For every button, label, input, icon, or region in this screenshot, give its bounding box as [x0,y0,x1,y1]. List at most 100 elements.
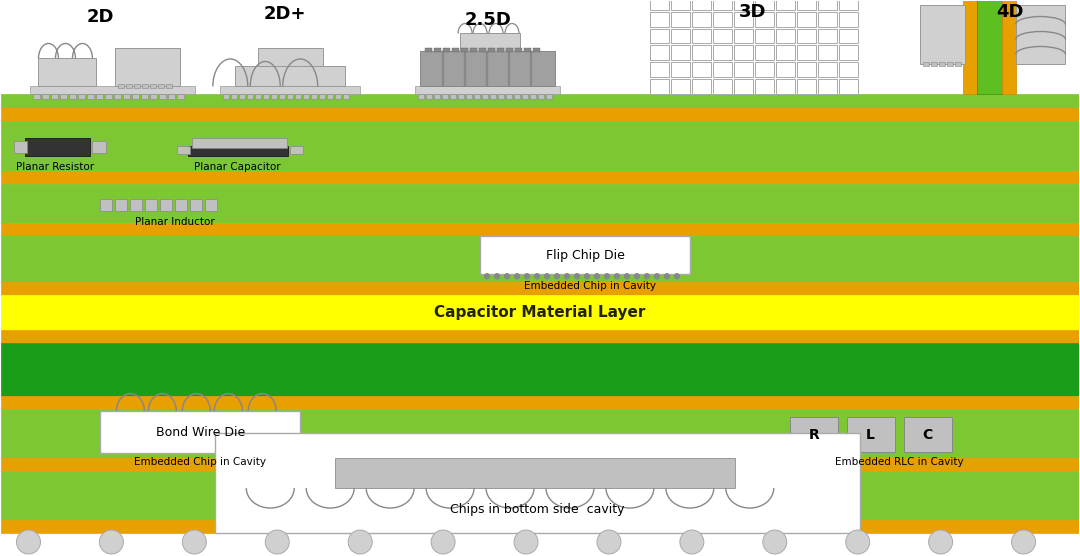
Circle shape [431,530,455,554]
Bar [175,200,187,211]
Bar [0,236,1080,282]
Circle shape [565,274,569,279]
Bar [946,62,953,67]
Bar [93,141,107,153]
Bar [87,95,94,100]
Bar [713,0,732,9]
Bar [692,0,711,9]
Bar [42,95,50,100]
Text: Planar Resistor: Planar Resistor [16,162,95,172]
Bar [442,95,448,100]
Bar [530,95,536,100]
Bar [190,200,202,211]
Bar [955,62,960,67]
Bar [650,12,669,27]
Bar [818,0,837,9]
Text: Chips in bottom side  cavity: Chips in bottom side cavity [449,503,624,515]
Bar [733,28,753,43]
Bar [775,0,795,9]
Bar [69,95,77,100]
Bar [904,417,951,452]
Bar [427,95,432,100]
Bar [470,48,477,52]
Bar [215,433,860,533]
Bar [327,95,334,100]
Text: Planar Inductor: Planar Inductor [135,217,215,227]
Bar [116,48,180,86]
Bar [247,95,254,100]
Bar [159,85,164,88]
Bar [839,80,858,95]
Bar [0,295,1080,330]
Circle shape [525,274,529,279]
Bar [100,200,112,211]
Bar [291,146,303,155]
Bar [939,62,945,67]
Bar [442,52,444,86]
Bar [460,33,519,52]
Circle shape [514,274,519,279]
Circle shape [584,274,590,279]
Bar [126,85,133,88]
Bar [671,12,690,27]
Bar [0,121,1080,171]
Circle shape [544,274,550,279]
Bar [497,48,504,52]
Bar [177,146,190,155]
Bar [480,236,690,274]
Bar [530,52,532,86]
Bar [514,95,519,100]
Bar [26,138,91,156]
Bar [146,200,158,211]
Bar [160,95,166,100]
Circle shape [504,274,510,279]
Bar [150,85,157,88]
Bar [920,4,964,64]
Bar [818,46,837,61]
Bar [797,0,815,9]
Circle shape [680,530,704,554]
Bar [280,95,285,100]
Bar [775,46,795,61]
Bar [713,62,732,77]
Bar [415,86,561,95]
Bar [474,95,480,100]
Text: L: L [866,428,875,442]
Bar [0,409,1080,458]
Bar [177,95,185,100]
Bar [33,95,40,100]
Bar [335,458,734,488]
Bar [733,12,753,27]
Text: 3D: 3D [739,3,767,21]
Bar [755,28,773,43]
Bar [650,28,669,43]
Bar [224,95,229,100]
Circle shape [674,274,679,279]
Bar [818,12,837,27]
Bar [976,0,1001,95]
Text: Embedded RLC in Cavity: Embedded RLC in Cavity [835,457,964,467]
Circle shape [99,530,123,554]
Bar [490,95,496,100]
Bar [962,0,976,95]
Bar [789,417,838,452]
Circle shape [846,530,869,554]
Bar [713,46,732,61]
Bar [271,95,278,100]
Text: 4D: 4D [996,3,1024,21]
Bar [839,28,858,43]
Circle shape [266,530,289,554]
Bar [713,80,732,95]
Bar [116,200,127,211]
Bar [692,62,711,77]
Bar [839,62,858,77]
Bar [480,48,486,52]
Bar [671,62,690,77]
Bar [320,95,325,100]
Bar [30,86,195,95]
Bar [733,80,753,95]
Bar [755,80,773,95]
Bar [498,95,504,100]
Bar [1015,4,1066,64]
Circle shape [654,274,660,279]
